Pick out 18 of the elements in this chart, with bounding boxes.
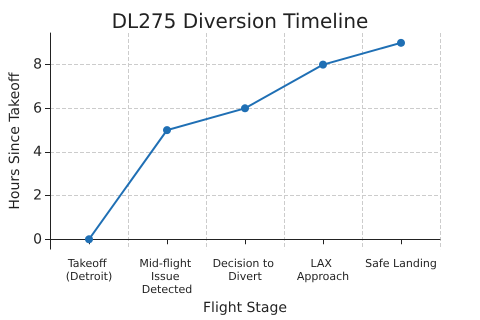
- x-tick-label: Decision to Divert: [212, 257, 278, 284]
- point: [85, 235, 93, 244]
- y-tick-label: 0: [33, 231, 42, 248]
- x-tick-label: Mid-flight Issue Detected: [139, 257, 195, 296]
- point: [163, 126, 171, 134]
- chart-title: DL275 Diversion Timeline: [112, 9, 368, 33]
- point: [319, 60, 327, 69]
- x-tick-label: Safe Landing: [365, 257, 437, 270]
- y-axis-title: Hours Since Takeoff: [7, 72, 23, 210]
- y-tick-label: 6: [33, 100, 42, 116]
- x-axis-title: Flight Stage: [203, 300, 287, 316]
- x-tick-label: LAX Approach: [296, 257, 350, 284]
- point: [241, 104, 249, 112]
- x-tick-label: Takeoff (Detroit): [66, 257, 112, 284]
- y-tick-label: 2: [33, 188, 42, 204]
- y-tick-label: 4: [33, 144, 42, 160]
- point: [397, 38, 405, 47]
- y-tick-label: 8: [33, 56, 42, 73]
